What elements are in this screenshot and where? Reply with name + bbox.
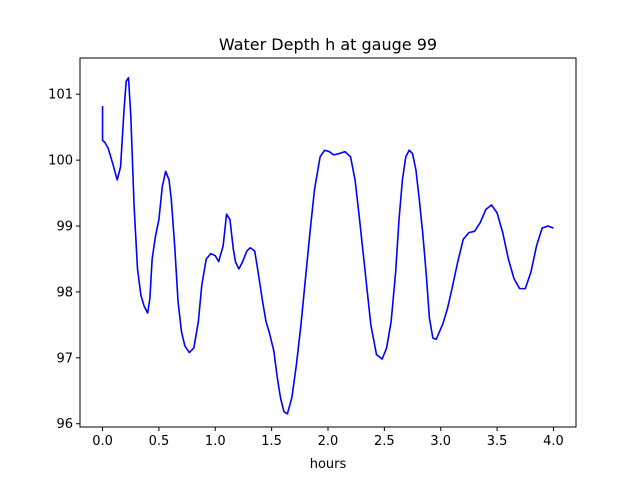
y-tick-label: 99	[56, 220, 73, 235]
x-tick-label: 0.5	[149, 434, 170, 449]
chart-title: Water Depth h at gauge 99	[219, 35, 437, 54]
y-tick-label: 101	[48, 88, 73, 103]
x-tick-label: 2.0	[318, 434, 339, 449]
plot-frame	[79, 57, 577, 428]
x-tick-label: 0.0	[92, 434, 113, 449]
x-tick-label: 4.0	[543, 434, 564, 449]
x-tick-label: 3.5	[487, 434, 508, 449]
y-axis: 96 97 98 99 100 101	[48, 88, 80, 432]
x-tick-label: 1.0	[205, 434, 226, 449]
plot-layer	[101, 76, 554, 415]
x-axis: 0.0 0.5 1.0 1.5 2.0 2.5 3.0 3.5 4.0	[92, 427, 564, 449]
y-tick-label: 96	[56, 417, 73, 432]
y-tick-label: 97	[56, 351, 73, 366]
series-line-0	[101, 76, 554, 415]
y-tick-label: 100	[48, 154, 73, 169]
x-axis-label: hours	[310, 457, 347, 472]
x-tick-label: 2.5	[374, 434, 395, 449]
x-tick-label: 3.0	[430, 434, 451, 449]
y-tick-label: 98	[56, 285, 73, 300]
x-tick-label: 1.5	[261, 434, 282, 449]
